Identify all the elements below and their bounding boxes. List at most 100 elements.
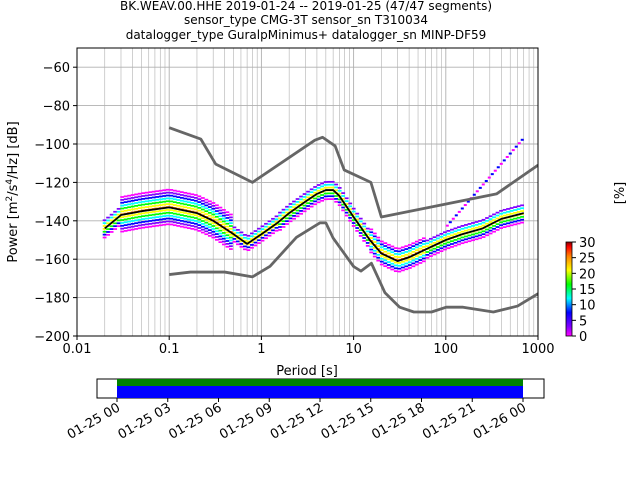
- heatmap-cell: [162, 209, 167, 212]
- heatmap-cell: [134, 205, 139, 207]
- heatmap-cell: [393, 264, 398, 267]
- heatmap-cell: [274, 221, 279, 223]
- heatmap-cell: [475, 190, 479, 193]
- heatmap-cell: [478, 225, 482, 228]
- heatmap-cell: [271, 220, 275, 223]
- heatmap-cell: [464, 229, 468, 232]
- heatmap-cell: [334, 200, 339, 203]
- heatmap-cell: [102, 233, 107, 236]
- heatmap-cell: [421, 237, 426, 240]
- heatmap-cell: [158, 221, 163, 224]
- heatmap-cell: [499, 224, 503, 227]
- heatmap-cell: [481, 221, 486, 224]
- y-tick-label: −160: [34, 253, 70, 268]
- heatmap-cell: [253, 241, 258, 244]
- heatmap-cell: [236, 231, 240, 234]
- heatmap-cell: [320, 197, 325, 199]
- heatmap-cell: [316, 187, 321, 189]
- heatmap-cell: [278, 226, 282, 228]
- heatmap-cell: [299, 201, 303, 204]
- heatmap-cell: [141, 223, 146, 226]
- heatmap-cell: [197, 209, 202, 212]
- heatmap-cell: [200, 205, 205, 208]
- heatmap-cell: [499, 162, 503, 165]
- plot-frame: [76, 47, 539, 337]
- heatmap-cell: [211, 230, 216, 233]
- heatmap-cell: [144, 214, 149, 217]
- heatmap-cell: [400, 260, 405, 263]
- heatmap-cell: [485, 222, 489, 225]
- heatmap-cell: [306, 208, 311, 210]
- heatmap-cell: [165, 200, 170, 203]
- heatmap-cell: [365, 239, 370, 241]
- heatmap-cell: [200, 225, 205, 228]
- heatmap-cell: [151, 199, 156, 202]
- heatmap-cell: [158, 215, 163, 218]
- heatmap-cell: [288, 205, 293, 208]
- heatmap-cell: [376, 259, 381, 262]
- heatmap-cell: [460, 207, 464, 210]
- heatmap-cell: [337, 198, 342, 201]
- heatmap-cell: [165, 203, 170, 206]
- heatmap-cell: [520, 138, 524, 141]
- heatmap-cell: [183, 223, 188, 226]
- heatmap-cell: [306, 202, 311, 205]
- heatmap-cell: [485, 217, 489, 219]
- heatmap-cell: [102, 236, 107, 239]
- heatmap-cell: [144, 211, 149, 214]
- heatmap-cell: [439, 238, 444, 241]
- heatmap-cell: [446, 232, 451, 235]
- heatmap-cell: [288, 214, 293, 217]
- heatmap-cell: [186, 224, 191, 227]
- heatmap-cell: [176, 216, 181, 219]
- heatmap-cell: [337, 204, 342, 207]
- heatmap-cell: [204, 204, 209, 207]
- heatmap-cell: [218, 238, 223, 241]
- heatmap-cell: [130, 214, 135, 217]
- heatmap-cell: [169, 200, 174, 203]
- heatmap-cell: [439, 247, 444, 250]
- heatmap-cell: [144, 223, 149, 226]
- heatmap-cell: [386, 261, 391, 263]
- heatmap-cell: [466, 200, 470, 203]
- heatmap-cell: [214, 210, 219, 212]
- heatmap-cell: [288, 220, 293, 223]
- heatmap-cell: [499, 227, 503, 229]
- heatmap-cell: [253, 235, 258, 238]
- heatmap-cell: [127, 229, 132, 232]
- heatmap-cell: [513, 217, 518, 220]
- heatmap-cell: [190, 213, 195, 216]
- heatmap-cell: [158, 204, 163, 206]
- heatmap-cell: [467, 225, 472, 228]
- colorbar-tick-label: 30: [579, 236, 596, 251]
- heatmap-cell: [165, 197, 170, 200]
- heatmap-cell: [229, 248, 233, 250]
- heatmap-cell: [481, 218, 486, 221]
- time-tick-label: 01-25 06: [166, 400, 224, 442]
- heatmap-cell: [123, 218, 128, 221]
- heatmap-cell: [165, 194, 170, 197]
- heatmap-cell: [493, 169, 497, 172]
- heatmap-cell: [481, 224, 486, 227]
- heatmap-cell: [211, 222, 216, 224]
- heatmap-cell: [130, 228, 135, 231]
- heatmap-cell: [211, 207, 216, 210]
- heatmap-cell: [513, 223, 518, 226]
- y-tick-label: −140: [34, 215, 70, 230]
- heatmap-cell: [236, 240, 240, 243]
- heatmap-cell: [436, 240, 440, 243]
- heatmap-cell: [499, 212, 503, 215]
- heatmap-cell: [137, 218, 142, 221]
- heatmap-cell: [474, 235, 479, 238]
- heatmap-cell: [260, 225, 265, 228]
- heatmap-cell: [214, 236, 219, 238]
- heatmap-cell: [443, 234, 447, 236]
- heatmap-cell: [253, 238, 258, 241]
- heatmap-cell: [492, 227, 496, 230]
- heatmap-cell: [309, 205, 314, 208]
- heatmap-cell: [221, 223, 226, 226]
- heatmap-cell: [155, 219, 160, 221]
- heatmap-cell: [421, 243, 426, 245]
- heatmap-cell: [260, 236, 265, 239]
- heatmap-cell: [411, 245, 416, 248]
